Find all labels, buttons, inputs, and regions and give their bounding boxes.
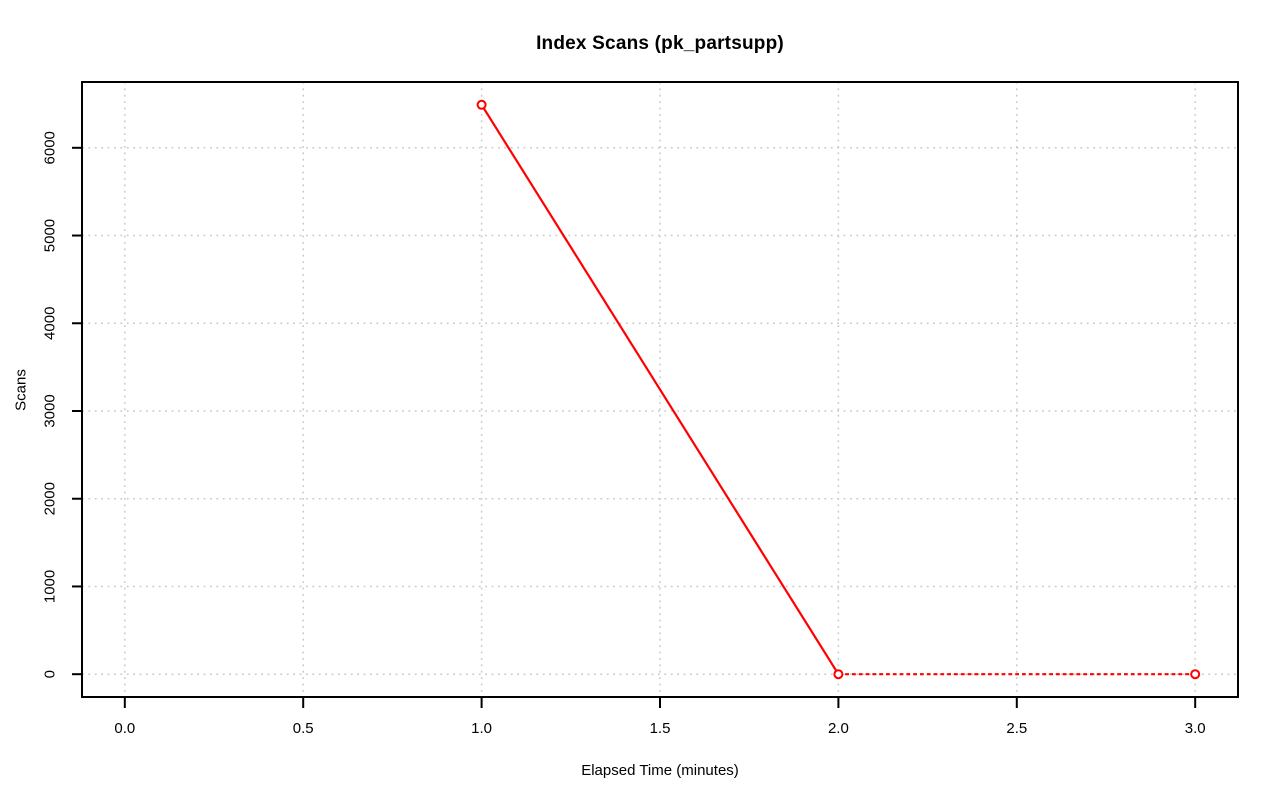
y-tick-label: 0 — [42, 670, 59, 678]
x-tick-label: 3.0 — [1185, 720, 1206, 737]
data-point-marker — [833, 669, 844, 680]
x-tick-label: 1.5 — [650, 720, 671, 737]
y-tick-label: 6000 — [42, 131, 59, 164]
chart-title: Index Scans (pk_partsupp) — [536, 33, 784, 54]
y-tick-label: 3000 — [42, 394, 59, 427]
x-tick-label: 0.5 — [293, 720, 314, 737]
y-tick-label: 5000 — [42, 219, 59, 252]
x-tick-label: 0.0 — [114, 720, 135, 737]
plot-box — [81, 81, 1239, 698]
data-point-marker — [1190, 669, 1201, 680]
y-tick-label: 4000 — [42, 307, 59, 340]
data-point-marker — [476, 99, 487, 110]
series-line-segment — [480, 104, 840, 675]
x-tick-label: 2.5 — [1006, 720, 1027, 737]
y-tick-label: 1000 — [42, 570, 59, 603]
y-tick-label: 2000 — [42, 482, 59, 515]
x-tick-label: 2.0 — [828, 720, 849, 737]
y-axis-label: Scans — [12, 369, 30, 411]
x-axis-label: Elapsed Time (minutes) — [581, 762, 739, 779]
x-tick-label: 1.0 — [471, 720, 492, 737]
